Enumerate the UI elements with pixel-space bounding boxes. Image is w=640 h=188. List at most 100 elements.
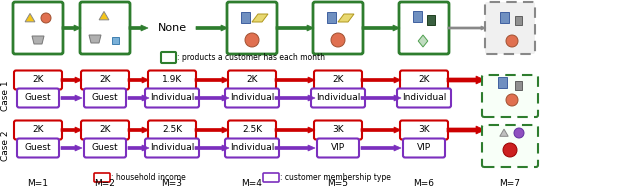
FancyArrow shape bbox=[61, 145, 82, 151]
FancyBboxPatch shape bbox=[17, 89, 59, 108]
FancyBboxPatch shape bbox=[13, 2, 63, 54]
FancyArrow shape bbox=[275, 145, 315, 151]
FancyBboxPatch shape bbox=[145, 139, 199, 158]
Text: Case 1: Case 1 bbox=[1, 81, 10, 111]
Text: Guest: Guest bbox=[25, 93, 51, 102]
Text: 2K: 2K bbox=[99, 126, 111, 134]
Bar bbox=[413, 11, 422, 21]
FancyArrow shape bbox=[275, 95, 315, 101]
FancyArrow shape bbox=[275, 77, 315, 83]
FancyBboxPatch shape bbox=[314, 121, 362, 139]
Text: 2K: 2K bbox=[332, 76, 344, 84]
Text: M=5: M=5 bbox=[328, 178, 349, 187]
FancyBboxPatch shape bbox=[148, 70, 196, 89]
FancyBboxPatch shape bbox=[228, 70, 276, 89]
Text: 2K: 2K bbox=[32, 76, 44, 84]
FancyBboxPatch shape bbox=[228, 121, 276, 139]
FancyArrow shape bbox=[276, 25, 314, 31]
Text: Guest: Guest bbox=[25, 143, 51, 152]
FancyArrow shape bbox=[361, 127, 401, 133]
FancyArrow shape bbox=[447, 76, 485, 84]
Text: VIP: VIP bbox=[331, 143, 345, 152]
Text: 2K: 2K bbox=[99, 76, 111, 84]
Text: M=6: M=6 bbox=[413, 178, 435, 187]
Text: 2K: 2K bbox=[246, 76, 258, 84]
FancyBboxPatch shape bbox=[317, 139, 359, 158]
Bar bbox=[497, 77, 506, 87]
FancyBboxPatch shape bbox=[399, 2, 449, 54]
Text: : customer membership type: : customer membership type bbox=[280, 173, 391, 181]
FancyBboxPatch shape bbox=[225, 89, 279, 108]
FancyBboxPatch shape bbox=[400, 70, 448, 89]
Text: 3K: 3K bbox=[418, 126, 430, 134]
FancyArrow shape bbox=[128, 95, 149, 101]
Text: M=4: M=4 bbox=[241, 178, 262, 187]
FancyBboxPatch shape bbox=[403, 139, 445, 158]
Bar bbox=[241, 11, 250, 23]
FancyArrow shape bbox=[129, 25, 148, 31]
FancyArrow shape bbox=[196, 25, 228, 31]
FancyArrow shape bbox=[447, 126, 485, 134]
Text: Individual: Individual bbox=[150, 93, 194, 102]
FancyArrow shape bbox=[61, 77, 82, 83]
Bar bbox=[515, 80, 522, 89]
Text: 3K: 3K bbox=[332, 126, 344, 134]
Circle shape bbox=[41, 13, 51, 23]
Circle shape bbox=[503, 143, 517, 157]
FancyArrow shape bbox=[361, 77, 401, 83]
FancyArrow shape bbox=[62, 25, 81, 31]
FancyBboxPatch shape bbox=[14, 70, 62, 89]
Text: Individual: Individual bbox=[150, 143, 194, 152]
FancyBboxPatch shape bbox=[80, 2, 130, 54]
Text: : household income: : household income bbox=[111, 173, 186, 181]
FancyBboxPatch shape bbox=[84, 139, 126, 158]
FancyBboxPatch shape bbox=[14, 121, 62, 139]
Polygon shape bbox=[418, 35, 428, 47]
Polygon shape bbox=[89, 35, 101, 43]
FancyBboxPatch shape bbox=[81, 70, 129, 89]
Text: 2.5K: 2.5K bbox=[162, 126, 182, 134]
Text: 2K: 2K bbox=[419, 76, 429, 84]
FancyArrow shape bbox=[195, 127, 229, 133]
FancyArrow shape bbox=[195, 77, 229, 83]
Bar bbox=[499, 11, 509, 23]
Text: 1.9K: 1.9K bbox=[162, 76, 182, 84]
FancyBboxPatch shape bbox=[485, 2, 535, 54]
Bar bbox=[427, 15, 435, 25]
FancyArrow shape bbox=[61, 95, 82, 101]
Circle shape bbox=[506, 94, 518, 106]
FancyBboxPatch shape bbox=[400, 121, 448, 139]
FancyBboxPatch shape bbox=[482, 125, 538, 167]
Polygon shape bbox=[252, 14, 268, 22]
Text: M=3: M=3 bbox=[161, 178, 182, 187]
FancyBboxPatch shape bbox=[227, 2, 277, 54]
Text: M=1: M=1 bbox=[28, 178, 49, 187]
Text: None: None bbox=[157, 23, 187, 33]
FancyBboxPatch shape bbox=[225, 139, 279, 158]
Circle shape bbox=[506, 35, 518, 47]
Text: : products a customer has each month: : products a customer has each month bbox=[177, 52, 325, 61]
FancyBboxPatch shape bbox=[311, 89, 365, 108]
FancyArrow shape bbox=[448, 26, 486, 30]
FancyBboxPatch shape bbox=[84, 89, 126, 108]
FancyBboxPatch shape bbox=[263, 173, 279, 182]
FancyBboxPatch shape bbox=[161, 52, 176, 63]
Polygon shape bbox=[500, 129, 508, 136]
Text: Case 2: Case 2 bbox=[1, 131, 10, 161]
FancyArrow shape bbox=[128, 127, 149, 133]
Text: 2.5K: 2.5K bbox=[242, 126, 262, 134]
Polygon shape bbox=[338, 14, 354, 22]
FancyBboxPatch shape bbox=[81, 121, 129, 139]
Text: M=7: M=7 bbox=[499, 178, 520, 187]
Bar bbox=[515, 15, 522, 24]
FancyBboxPatch shape bbox=[17, 139, 59, 158]
Text: M=2: M=2 bbox=[95, 178, 115, 187]
Text: 2K: 2K bbox=[32, 126, 44, 134]
FancyArrow shape bbox=[195, 95, 229, 101]
Polygon shape bbox=[32, 36, 44, 44]
FancyBboxPatch shape bbox=[313, 2, 363, 54]
FancyArrow shape bbox=[275, 127, 315, 133]
Text: VIP: VIP bbox=[417, 143, 431, 152]
Polygon shape bbox=[25, 14, 35, 22]
Text: Individual: Individual bbox=[316, 93, 360, 102]
